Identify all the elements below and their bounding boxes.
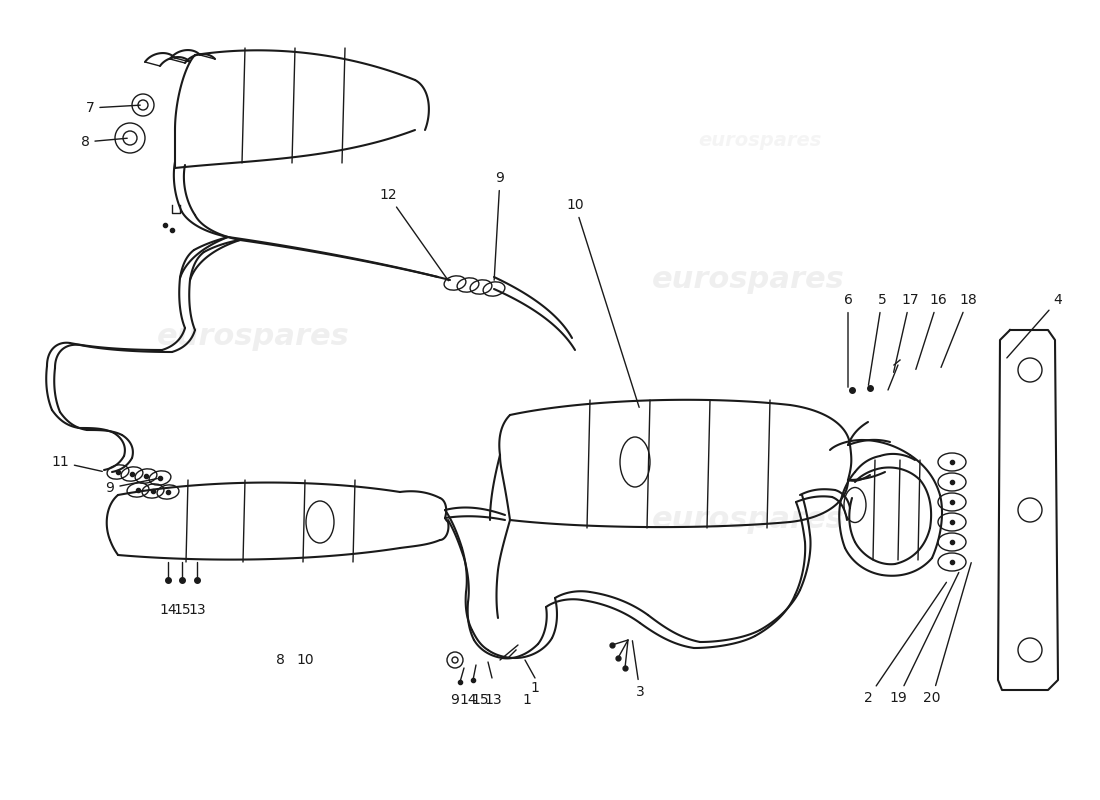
Text: 1: 1 xyxy=(522,693,531,707)
Text: 15: 15 xyxy=(471,693,488,707)
Text: 18: 18 xyxy=(940,293,977,367)
Text: 16: 16 xyxy=(916,293,947,370)
Text: 11: 11 xyxy=(51,455,102,471)
Text: eurospares: eurospares xyxy=(651,266,845,294)
Text: 14: 14 xyxy=(459,693,476,707)
Text: 19: 19 xyxy=(889,573,959,705)
Text: 1: 1 xyxy=(530,681,539,695)
Text: 8: 8 xyxy=(276,653,285,667)
Text: 14: 14 xyxy=(160,603,177,617)
Text: 13: 13 xyxy=(484,693,502,707)
Text: 2: 2 xyxy=(864,582,946,705)
Text: 12: 12 xyxy=(379,188,449,281)
Text: 7: 7 xyxy=(86,101,140,115)
Text: 4: 4 xyxy=(1006,293,1063,358)
Text: 5: 5 xyxy=(868,293,887,386)
Text: 17: 17 xyxy=(893,293,918,372)
Text: 10: 10 xyxy=(566,198,639,407)
Text: 6: 6 xyxy=(844,293,852,387)
Text: 10: 10 xyxy=(296,653,314,667)
Text: eurospares: eurospares xyxy=(651,506,845,534)
Text: 9: 9 xyxy=(451,693,460,707)
Text: 15: 15 xyxy=(173,603,190,617)
Text: 9: 9 xyxy=(494,171,505,280)
Text: 20: 20 xyxy=(923,562,971,705)
Text: 3: 3 xyxy=(632,641,645,699)
Text: 8: 8 xyxy=(80,135,128,149)
Text: 9: 9 xyxy=(106,478,157,495)
Text: 13: 13 xyxy=(188,603,206,617)
Text: eurospares: eurospares xyxy=(698,130,822,150)
Text: eurospares: eurospares xyxy=(156,322,350,350)
